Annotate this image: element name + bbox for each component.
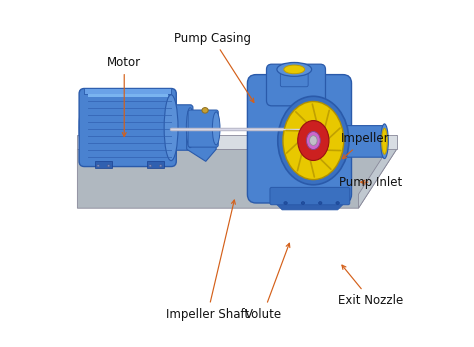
FancyBboxPatch shape bbox=[270, 187, 350, 205]
Text: Impeller Shaft: Impeller Shaft bbox=[166, 200, 249, 321]
Ellipse shape bbox=[382, 128, 387, 154]
Ellipse shape bbox=[202, 108, 208, 113]
Ellipse shape bbox=[149, 165, 152, 167]
Polygon shape bbox=[77, 149, 397, 208]
FancyBboxPatch shape bbox=[281, 68, 308, 87]
Ellipse shape bbox=[79, 95, 93, 161]
Polygon shape bbox=[95, 161, 112, 168]
Ellipse shape bbox=[186, 108, 194, 148]
Ellipse shape bbox=[381, 124, 388, 159]
FancyBboxPatch shape bbox=[266, 64, 326, 106]
Ellipse shape bbox=[301, 202, 305, 204]
Polygon shape bbox=[275, 203, 345, 210]
Text: Pump Inlet: Pump Inlet bbox=[339, 176, 402, 189]
Text: Exit Nozzle: Exit Nozzle bbox=[338, 265, 403, 307]
Ellipse shape bbox=[97, 165, 100, 167]
Ellipse shape bbox=[284, 65, 305, 74]
Ellipse shape bbox=[256, 87, 343, 191]
Ellipse shape bbox=[298, 121, 329, 160]
Polygon shape bbox=[88, 94, 168, 97]
FancyBboxPatch shape bbox=[168, 105, 193, 150]
Ellipse shape bbox=[159, 165, 162, 167]
Text: Pump Casing: Pump Casing bbox=[174, 32, 254, 102]
Ellipse shape bbox=[306, 132, 320, 150]
FancyBboxPatch shape bbox=[188, 110, 218, 147]
Polygon shape bbox=[147, 161, 164, 168]
Ellipse shape bbox=[212, 112, 220, 145]
FancyBboxPatch shape bbox=[79, 88, 176, 167]
Text: Impeller: Impeller bbox=[341, 132, 390, 159]
FancyBboxPatch shape bbox=[247, 75, 352, 203]
Ellipse shape bbox=[283, 102, 344, 180]
Polygon shape bbox=[77, 135, 397, 149]
Ellipse shape bbox=[319, 202, 322, 204]
Text: Motor: Motor bbox=[107, 56, 141, 136]
FancyBboxPatch shape bbox=[338, 126, 385, 157]
Ellipse shape bbox=[336, 202, 339, 204]
Ellipse shape bbox=[284, 202, 287, 204]
Ellipse shape bbox=[107, 165, 110, 167]
Polygon shape bbox=[187, 135, 216, 161]
Text: Volute: Volute bbox=[245, 243, 290, 321]
Ellipse shape bbox=[277, 62, 311, 76]
Ellipse shape bbox=[278, 96, 349, 185]
Ellipse shape bbox=[164, 95, 178, 161]
Polygon shape bbox=[358, 135, 397, 208]
Ellipse shape bbox=[310, 136, 317, 145]
Polygon shape bbox=[84, 88, 171, 94]
